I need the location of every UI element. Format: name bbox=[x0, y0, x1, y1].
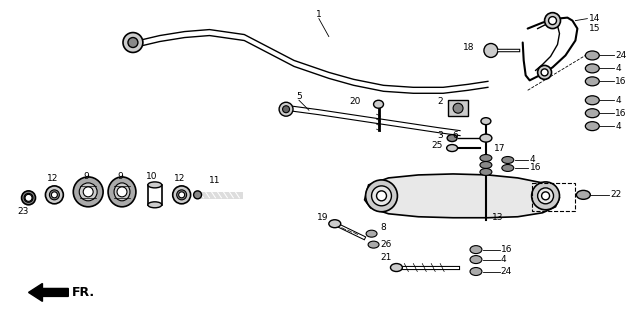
Ellipse shape bbox=[21, 191, 35, 205]
Ellipse shape bbox=[585, 109, 599, 118]
Text: 17: 17 bbox=[494, 144, 505, 153]
Text: 23: 23 bbox=[17, 207, 28, 216]
Text: 12: 12 bbox=[174, 174, 185, 183]
Text: 4: 4 bbox=[615, 64, 621, 73]
Ellipse shape bbox=[480, 134, 492, 142]
Circle shape bbox=[544, 13, 561, 28]
Text: 4: 4 bbox=[501, 255, 507, 264]
Ellipse shape bbox=[470, 246, 482, 253]
Circle shape bbox=[52, 192, 57, 198]
Circle shape bbox=[372, 186, 391, 206]
Ellipse shape bbox=[502, 156, 513, 164]
Ellipse shape bbox=[470, 256, 482, 264]
Ellipse shape bbox=[193, 191, 202, 199]
Ellipse shape bbox=[368, 241, 379, 248]
Text: 18: 18 bbox=[462, 43, 474, 52]
Text: 21: 21 bbox=[380, 253, 391, 262]
Text: 24: 24 bbox=[501, 267, 512, 276]
Ellipse shape bbox=[470, 268, 482, 276]
Ellipse shape bbox=[391, 264, 403, 271]
Text: 15: 15 bbox=[589, 24, 601, 33]
FancyArrow shape bbox=[28, 284, 68, 301]
Circle shape bbox=[365, 180, 398, 212]
Text: FR.: FR. bbox=[72, 286, 95, 299]
Circle shape bbox=[549, 17, 556, 25]
Circle shape bbox=[537, 188, 554, 204]
Circle shape bbox=[279, 102, 293, 116]
Text: 11: 11 bbox=[209, 176, 220, 185]
Ellipse shape bbox=[585, 51, 599, 60]
Circle shape bbox=[83, 187, 93, 197]
Ellipse shape bbox=[176, 190, 186, 200]
Text: 6: 6 bbox=[452, 131, 458, 140]
Ellipse shape bbox=[576, 190, 590, 199]
Text: 14: 14 bbox=[589, 14, 600, 23]
Text: 9: 9 bbox=[117, 172, 123, 181]
Ellipse shape bbox=[480, 162, 492, 168]
Ellipse shape bbox=[585, 122, 599, 131]
Circle shape bbox=[283, 106, 290, 113]
Text: 8: 8 bbox=[381, 223, 386, 232]
Text: 19: 19 bbox=[318, 213, 329, 222]
Ellipse shape bbox=[374, 100, 384, 108]
Ellipse shape bbox=[480, 155, 492, 162]
Ellipse shape bbox=[481, 118, 491, 125]
Circle shape bbox=[484, 44, 498, 58]
Text: 2: 2 bbox=[437, 97, 443, 106]
Text: 16: 16 bbox=[530, 164, 541, 172]
Text: 16: 16 bbox=[615, 77, 627, 86]
Ellipse shape bbox=[585, 77, 599, 86]
Text: 10: 10 bbox=[146, 172, 158, 181]
Ellipse shape bbox=[114, 183, 130, 201]
Ellipse shape bbox=[585, 64, 599, 73]
Circle shape bbox=[179, 192, 185, 198]
Text: 12: 12 bbox=[47, 174, 58, 183]
Circle shape bbox=[128, 37, 138, 47]
Ellipse shape bbox=[108, 177, 136, 207]
Text: 4: 4 bbox=[615, 96, 621, 105]
Polygon shape bbox=[365, 174, 559, 218]
Bar bbox=[532, 183, 575, 211]
Text: 4: 4 bbox=[615, 122, 621, 131]
Text: 20: 20 bbox=[349, 97, 360, 106]
Circle shape bbox=[532, 182, 559, 210]
Text: 9: 9 bbox=[83, 172, 89, 181]
Circle shape bbox=[377, 191, 386, 201]
Circle shape bbox=[541, 69, 548, 76]
Text: 22: 22 bbox=[610, 190, 621, 199]
Text: 3: 3 bbox=[437, 131, 443, 140]
Ellipse shape bbox=[366, 230, 377, 237]
Ellipse shape bbox=[24, 193, 33, 202]
Ellipse shape bbox=[45, 186, 64, 204]
Ellipse shape bbox=[447, 145, 457, 152]
Text: 26: 26 bbox=[381, 240, 392, 249]
Circle shape bbox=[25, 194, 32, 201]
Text: 13: 13 bbox=[492, 213, 503, 222]
Text: 24: 24 bbox=[615, 51, 626, 60]
Circle shape bbox=[537, 65, 551, 79]
Circle shape bbox=[542, 192, 549, 200]
Ellipse shape bbox=[148, 202, 162, 208]
Ellipse shape bbox=[447, 135, 457, 141]
Ellipse shape bbox=[329, 220, 341, 228]
Circle shape bbox=[453, 103, 463, 113]
Circle shape bbox=[117, 187, 127, 197]
Ellipse shape bbox=[79, 183, 97, 201]
Ellipse shape bbox=[73, 177, 103, 207]
Circle shape bbox=[123, 33, 143, 52]
Text: 1: 1 bbox=[316, 10, 322, 19]
Text: 4: 4 bbox=[530, 156, 535, 164]
Ellipse shape bbox=[173, 186, 191, 204]
Ellipse shape bbox=[585, 96, 599, 105]
Text: 16: 16 bbox=[501, 245, 512, 254]
Ellipse shape bbox=[480, 168, 492, 175]
Text: 5: 5 bbox=[296, 92, 302, 101]
Ellipse shape bbox=[49, 190, 59, 200]
Bar bbox=[448, 100, 468, 116]
Ellipse shape bbox=[148, 182, 162, 188]
Ellipse shape bbox=[502, 164, 513, 172]
Text: 25: 25 bbox=[432, 140, 443, 149]
Text: 16: 16 bbox=[615, 109, 627, 118]
